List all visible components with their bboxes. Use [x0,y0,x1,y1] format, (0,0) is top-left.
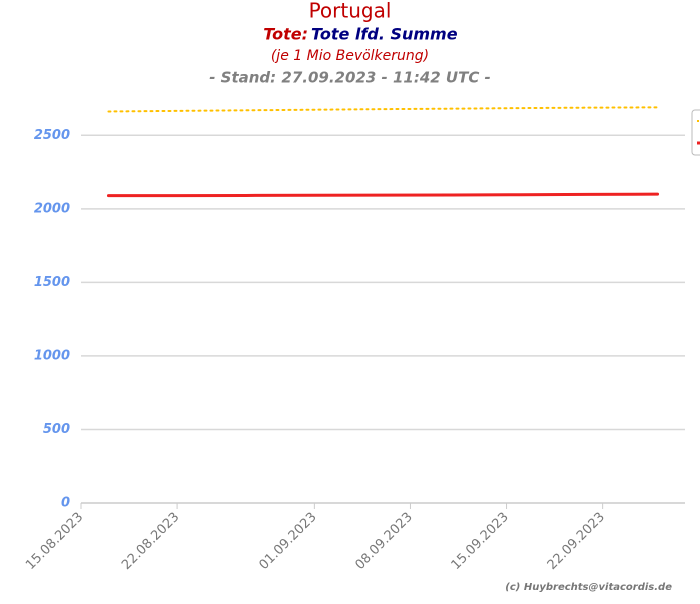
x-tick-label: 08.09.2023 [353,510,416,573]
x-tick-label: 22.09.2023 [545,510,608,573]
y-tick-label: 0 [61,496,70,511]
y-tick-label: 500 [43,422,70,437]
x-tick-label: 15.09.2023 [449,510,512,573]
chart-title: Portugal [309,0,392,23]
x-tick-label: 22.08.2023 [119,510,182,573]
y-tick-label: 2000 [34,201,70,216]
x-tick-label: 15.08.2023 [23,510,86,573]
subtitle: Tote lfd. Summe [311,25,458,44]
legend-box [691,109,700,156]
subtitle-prefix: Tote: [263,25,308,44]
x-tick-label: 01.09.2023 [256,510,319,573]
line [106,192,660,198]
subtitle2: (je 1 Mio Bevölkerung) [271,48,429,64]
subtitle3: - Stand: 27.09.2023 - 11:42 UTC - [209,69,491,87]
y-tick-label: 1000 [34,348,70,363]
y-tick-label: 1500 [34,275,70,290]
credit: (c) Huybrechts@vitacordis.de [505,582,672,593]
y-tick-label: 2500 [34,128,70,143]
line [107,106,659,113]
